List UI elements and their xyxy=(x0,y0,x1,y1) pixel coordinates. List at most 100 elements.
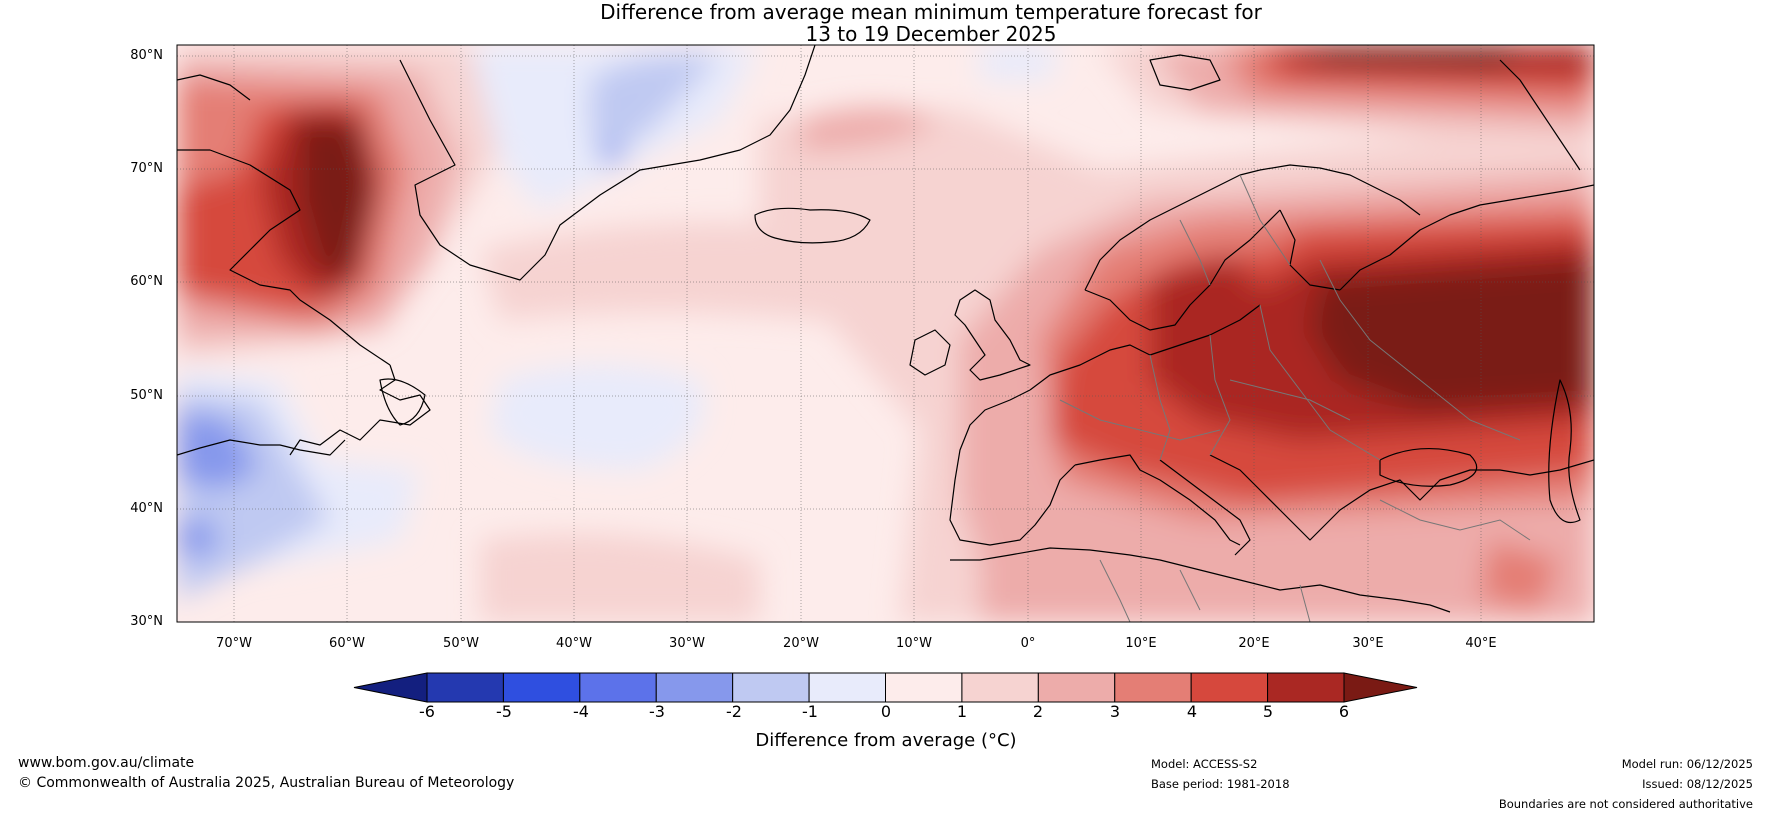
footer-model: Model: ACCESS-S2 xyxy=(1151,757,1258,771)
temperature-anomaly-field xyxy=(177,45,1594,622)
anomaly-band-plus-6 xyxy=(300,120,375,280)
coastlines xyxy=(177,45,1594,613)
lon-label-40e: 40°E xyxy=(1465,636,1497,651)
border xyxy=(1059,399,1221,441)
lon-label-0: 0° xyxy=(1020,636,1036,651)
colorbar-extend-high xyxy=(1343,672,1418,703)
anomaly-band-plus-6 xyxy=(1310,45,1520,70)
border xyxy=(1179,569,1201,611)
lat-label-50n: 50°N xyxy=(130,388,163,403)
colorbar-extend-low xyxy=(353,672,428,703)
colorbar-tick-label: 6 xyxy=(1338,702,1350,721)
colorbar-segment xyxy=(426,672,504,703)
footer-model-run: Model run: 06/12/2025 xyxy=(1621,757,1753,771)
colorbar-segment xyxy=(732,672,810,703)
anomaly-band-minus-0 xyxy=(980,45,1060,80)
chart-title-line-2: 13 to 19 December 2025 xyxy=(805,22,1057,46)
colorbar-tick-label: 4 xyxy=(1186,702,1198,721)
colorbar-tick-label: -3 xyxy=(649,702,665,721)
colorbar-segment xyxy=(961,672,1039,703)
colorbar xyxy=(353,672,1418,703)
border xyxy=(1239,174,1291,266)
colorbar-tick-label: -6 xyxy=(419,702,435,721)
anomaly-band-minus-1 xyxy=(590,54,720,150)
lat-label-70n: 70°N xyxy=(130,161,163,176)
coastline-labrador xyxy=(289,364,431,456)
colorbar-tick-label: 3 xyxy=(1109,702,1121,721)
border xyxy=(1099,559,1131,622)
anomaly-band-plus-6 xyxy=(1310,260,1594,410)
colorbar-tick-label: -2 xyxy=(726,702,742,721)
coastline-us-east xyxy=(177,439,346,456)
lon-label-40w: 40°W xyxy=(556,636,592,651)
coastline-france-med xyxy=(1074,454,1241,546)
lon-label-10w: 10°W xyxy=(896,636,932,651)
colorbar-tick-label: 0 xyxy=(880,702,892,721)
border xyxy=(1229,379,1351,421)
colorbar-segment xyxy=(655,672,734,703)
coastline-iberia xyxy=(949,389,1076,546)
coastline-russia-arctic xyxy=(1339,184,1594,291)
border xyxy=(1149,354,1171,461)
colorbar-segment xyxy=(502,672,581,703)
lon-label-30e: 30°E xyxy=(1352,636,1384,651)
chart-title-line-1: Difference from average mean minimum tem… xyxy=(600,0,1262,24)
lat-label-60n: 60°N xyxy=(130,274,163,289)
lon-label-60w: 60°W xyxy=(329,636,365,651)
colorbar-segment xyxy=(1114,672,1192,703)
border xyxy=(1209,334,1231,456)
footer-website: www.bom.gov.au/climate xyxy=(18,755,195,771)
anomaly-band-plus-2 xyxy=(980,540,1150,622)
border xyxy=(1259,304,1381,461)
colorbar-tick-label: 5 xyxy=(1262,702,1274,721)
lon-label-30w: 30°W xyxy=(669,636,705,651)
colorbar-tick-label: 2 xyxy=(1032,702,1044,721)
colorbar-segment xyxy=(808,672,886,703)
border xyxy=(1319,259,1521,441)
lon-label-10e: 10°E xyxy=(1125,636,1157,651)
coastline-caspian xyxy=(1548,379,1581,524)
colorbar-tick-label: -1 xyxy=(802,702,818,721)
lon-label-20e: 20°E xyxy=(1238,636,1270,651)
coastline-greenland xyxy=(399,45,816,281)
colorbar-tick-label: -4 xyxy=(573,702,589,721)
coastline-novaya-zemlya xyxy=(1499,59,1581,171)
anomaly-band-minus-2 xyxy=(177,520,220,560)
anomaly-band-minus-2 xyxy=(600,143,625,164)
coastline-italy xyxy=(1159,459,1251,556)
anomaly-band-plus-3 xyxy=(1480,540,1560,610)
coastline-baffin xyxy=(177,149,391,366)
coastline-ireland xyxy=(909,329,951,376)
map-frame xyxy=(176,44,1595,623)
colorbar-title: Difference from average (°C) xyxy=(755,730,1017,751)
national-borders xyxy=(1059,174,1531,622)
coastline-canada-north xyxy=(177,74,251,101)
coastline-iceland xyxy=(754,207,871,244)
lon-label-50w: 50°W xyxy=(443,636,479,651)
coastline-balkans xyxy=(1209,454,1594,541)
coastline-black-sea xyxy=(1379,448,1478,487)
coastline-norway xyxy=(1084,164,1421,291)
coastline-svalbard xyxy=(1149,54,1221,91)
footer-copyright: © Commonwealth of Australia 2025, Austra… xyxy=(18,775,515,791)
footer-disclaimer: Boundaries are not considered authoritat… xyxy=(1498,797,1753,811)
coastline-europe-north xyxy=(1029,304,1261,391)
coastline-north-africa xyxy=(950,547,1451,613)
coastline-sweden xyxy=(1084,209,1281,331)
map-gridlines xyxy=(177,45,1594,622)
colorbar-tick-label: -5 xyxy=(496,702,512,721)
colorbar-segment xyxy=(1190,672,1269,703)
anomaly-band-minus-0 xyxy=(490,365,704,470)
lat-label-30n: 30°N xyxy=(130,614,163,629)
lat-label-40n: 40°N xyxy=(130,501,163,516)
lon-label-70w: 70°W xyxy=(216,636,252,651)
border xyxy=(1379,499,1531,541)
anomaly-band-minus-2 xyxy=(177,410,260,490)
colorbar-segment xyxy=(1037,672,1116,703)
colorbar-segment xyxy=(1267,672,1345,703)
coastline-newfoundland xyxy=(379,378,426,426)
anomaly-band-plus-1 xyxy=(480,533,760,622)
colorbar-segment xyxy=(885,672,963,703)
colorbar-tick-label: 1 xyxy=(956,702,968,721)
